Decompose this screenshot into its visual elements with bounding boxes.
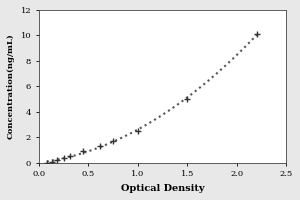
X-axis label: Optical Density: Optical Density — [121, 184, 204, 193]
Y-axis label: Concentration(ng/mL): Concentration(ng/mL) — [7, 34, 15, 139]
